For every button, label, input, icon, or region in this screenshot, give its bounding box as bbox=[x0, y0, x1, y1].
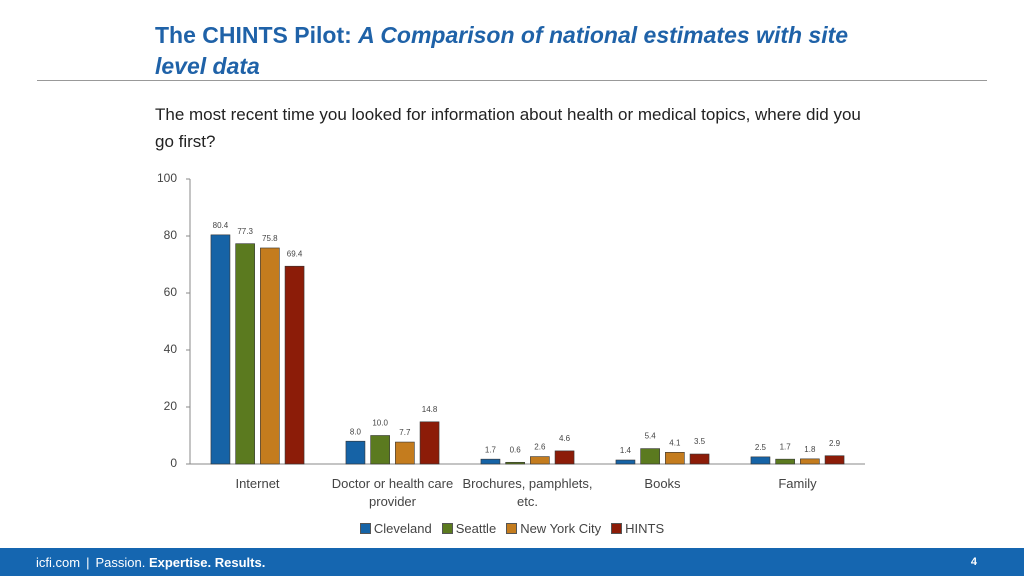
y-tick-label: 0 bbox=[170, 456, 177, 470]
data-label: 1.7 bbox=[485, 445, 497, 454]
legend-label: HINTS bbox=[625, 521, 665, 536]
legend-item: HINTS bbox=[611, 521, 664, 536]
x-tick-label: Books bbox=[644, 476, 681, 491]
slogan-3: Results. bbox=[214, 555, 266, 570]
data-label: 1.4 bbox=[620, 446, 632, 455]
divider bbox=[37, 80, 987, 81]
data-label: 2.6 bbox=[534, 443, 546, 452]
legend-swatch bbox=[506, 523, 518, 534]
slogan-1: Passion. bbox=[95, 555, 146, 570]
page-number: 4 bbox=[970, 556, 977, 568]
y-tick-label: 20 bbox=[164, 399, 178, 413]
y-tick-label: 80 bbox=[164, 228, 178, 242]
bar bbox=[505, 461, 525, 465]
x-tick-label: Family bbox=[778, 476, 817, 491]
title: The CHINTS Pilot: A Comparison of nation… bbox=[155, 20, 875, 82]
data-label: 3.5 bbox=[694, 437, 706, 446]
data-label: 69.4 bbox=[287, 249, 303, 258]
legend-item: Seattle bbox=[441, 521, 497, 536]
legend-swatch bbox=[611, 523, 623, 534]
bar bbox=[615, 459, 636, 465]
legend-swatch bbox=[441, 523, 453, 534]
data-label: 14.8 bbox=[422, 405, 438, 414]
bar bbox=[824, 455, 845, 465]
x-tick-label: Doctor or health care provider bbox=[331, 476, 454, 509]
data-label: 0.6 bbox=[510, 445, 522, 454]
data-label: 10.0 bbox=[372, 419, 388, 428]
bar bbox=[689, 453, 710, 465]
legend-item: New York City bbox=[506, 521, 601, 536]
x-tick-label: Brochures, pamphlets, etc. bbox=[462, 476, 593, 509]
data-label: 7.7 bbox=[399, 428, 411, 437]
footer-text: icfi.com | Passion. Expertise. Results. bbox=[36, 555, 265, 570]
data-label: 5.4 bbox=[645, 432, 657, 441]
bar bbox=[345, 440, 366, 465]
question: The most recent time you looked for info… bbox=[155, 105, 861, 151]
data-label: 1.7 bbox=[780, 442, 792, 451]
footer: icfi.com | Passion. Expertise. Results. 4 bbox=[0, 548, 1024, 576]
site: icfi.com bbox=[36, 555, 81, 570]
legend: Cleveland Seattle New York City HINTS bbox=[0, 521, 1024, 536]
bar bbox=[665, 452, 685, 465]
data-label: 2.5 bbox=[755, 443, 767, 452]
bar bbox=[419, 421, 440, 465]
data-label: 8.0 bbox=[350, 427, 362, 436]
legend-label: Cleveland bbox=[373, 521, 432, 536]
y-tick-label: 60 bbox=[164, 285, 178, 299]
legend-label: Seattle bbox=[455, 521, 497, 536]
separator: | bbox=[86, 555, 90, 570]
legend-item: Cleveland bbox=[359, 521, 432, 536]
data-label: 80.4 bbox=[213, 221, 229, 230]
slogan-2: Expertise. bbox=[148, 555, 212, 570]
bar bbox=[210, 234, 231, 465]
legend-swatch bbox=[359, 523, 371, 534]
data-label: 1.8 bbox=[804, 445, 816, 454]
data-label: 77.3 bbox=[237, 227, 253, 236]
bar bbox=[530, 456, 550, 465]
bar bbox=[480, 458, 501, 465]
data-label: 2.9 bbox=[829, 439, 841, 448]
bar bbox=[370, 435, 390, 465]
data-label: 4.1 bbox=[669, 438, 681, 447]
bar bbox=[640, 448, 660, 465]
data-label: 75.8 bbox=[262, 234, 278, 243]
bar bbox=[800, 458, 820, 465]
legend-label: New York City bbox=[520, 521, 602, 536]
title-lead: The CHINTS Pilot: bbox=[155, 22, 352, 48]
bar bbox=[750, 456, 771, 465]
bar bbox=[260, 247, 280, 465]
bar bbox=[395, 441, 415, 465]
data-label: 4.6 bbox=[559, 434, 571, 443]
title-emphasis: A Comparison of national estimates with … bbox=[155, 22, 849, 79]
x-tick-label: Internet bbox=[235, 476, 280, 491]
y-tick-label: 40 bbox=[164, 342, 178, 356]
bar bbox=[554, 450, 575, 465]
bar bbox=[235, 243, 255, 465]
bar bbox=[284, 265, 305, 465]
y-tick-label: 100 bbox=[157, 171, 177, 185]
bar bbox=[775, 458, 795, 465]
